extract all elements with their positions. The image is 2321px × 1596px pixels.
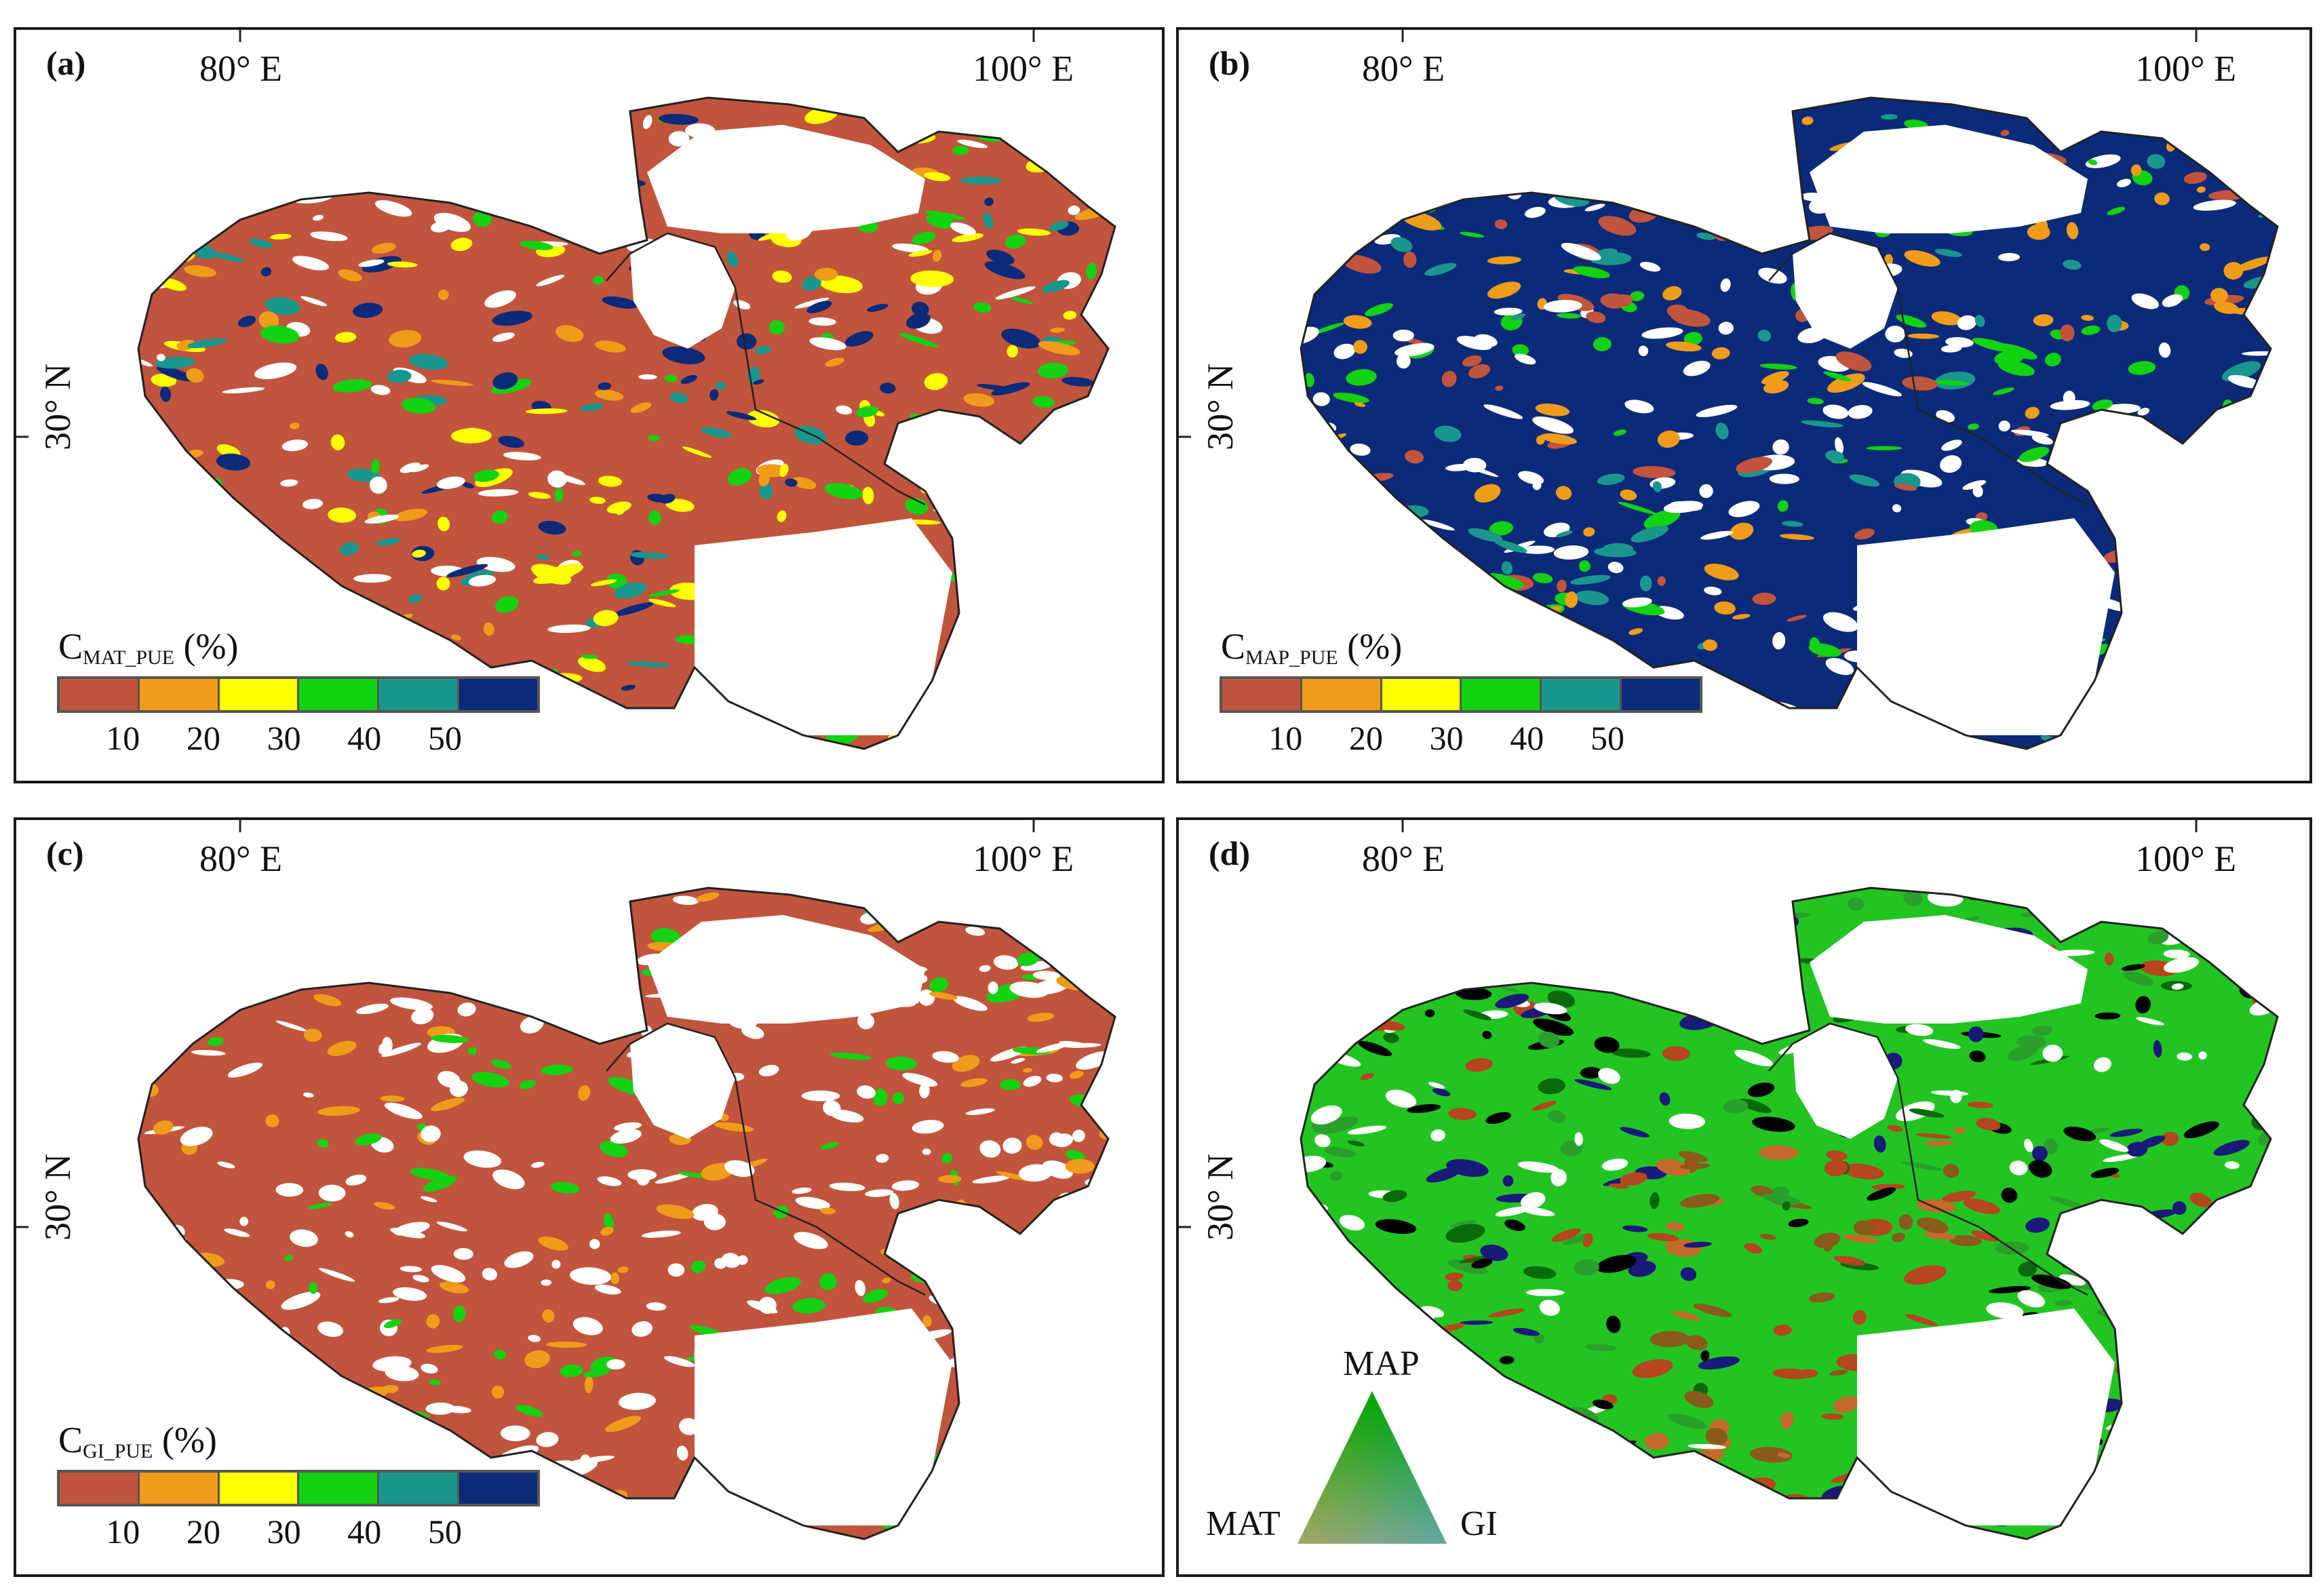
legend-ticks: 10 20 30 40 50 [1220,713,1702,757]
longitude-label-100: 100° E [2135,48,2237,89]
longitude-label-80: 80° E [199,838,283,879]
legend-swatch [1222,679,1302,710]
legend-swatch [1382,679,1462,710]
map-panel-d: (d) 80° E 100° E 30° N MAP MAT GI [1176,817,2312,1577]
panel-label: (c) [46,834,84,872]
legend-swatch [139,1473,220,1504]
longitude-label-100: 100° E [2135,838,2237,879]
map-raster [138,888,1115,1539]
legend-tick-label: 40 [347,1513,382,1551]
legend-color-bar [1220,676,1702,713]
legend-tick-label: 50 [1590,719,1624,757]
legend-tick-label: 40 [347,719,382,757]
legend-swatch [459,679,537,710]
legend-tick-label: 10 [106,719,140,757]
latitude-label: 30° N [1200,363,1241,450]
legend-swatch [60,679,140,710]
legend-tick-label: 30 [267,719,301,757]
legend-swatch [1542,679,1622,710]
ternary-triangle [1298,1391,1447,1544]
legend-ticks: 10 20 30 40 50 [57,713,540,757]
ternary-label-top: MAP [1343,1344,1420,1383]
latitude-label: 30° N [1200,1153,1241,1241]
legend-swatch [459,1473,537,1504]
legend-tick-label: 30 [1429,719,1464,757]
longitude-label-80: 80° E [1362,48,1445,89]
province-boundary [1768,1022,2088,1296]
province-boundary [1768,232,2088,506]
panel-label: (d) [1209,834,1251,872]
map-panel-a: (a) 80° E 100° E 30° N CMAT_PUE (%) 10 20… [14,27,1165,783]
panel-label: (a) [46,44,86,82]
legend-swatch [299,679,380,710]
map-canvas [16,30,1116,750]
legend-title: CMAT_PUE (%) [58,626,239,669]
ternary-label-right: GI [1460,1504,1498,1543]
map-panel-b: (b) 80° E 100° E 30° N CMAP_PUE (%) 10 20… [1176,27,2312,783]
map-canvas [1179,820,2279,1540]
legend-swatch [1462,679,1542,710]
longitude-label-80: 80° E [199,48,283,89]
legend-tick-label: 20 [186,1513,220,1551]
province-boundary [606,1022,926,1296]
legend-color-bar [57,1470,540,1506]
map-canvas [1179,30,2279,750]
plateau-boundary [137,887,1116,1540]
legend-tick-label: 10 [106,1513,140,1551]
legend-tick-label: 20 [1348,719,1383,757]
longitude-label-80: 80° E [1362,838,1445,879]
color-legend: CGI_PUE (%) 10 20 30 40 50 [57,1419,540,1551]
legend-swatch [139,679,220,710]
legend-ticks: 10 20 30 40 50 [57,1506,540,1551]
plateau-boundary [1300,96,2279,750]
map-canvas [16,820,1116,1540]
panel-label: (b) [1209,44,1251,82]
plateau-boundary [137,96,1116,750]
legend-swatch [299,1473,380,1504]
ternary-label-left: MAT [1206,1504,1281,1543]
color-legend: CMAT_PUE (%) 10 20 30 40 50 [57,625,540,757]
legend-tick-label: 30 [267,1513,301,1551]
legend-tick-label: 50 [427,1513,462,1551]
legend-tick-label: 10 [1268,719,1303,757]
legend-swatch [60,1473,140,1504]
legend-swatch [379,679,460,710]
legend-swatch [219,679,300,710]
province-boundary [606,232,926,506]
map-raster [1301,98,2278,749]
plateau-boundary [1300,887,2279,1540]
latitude-label: 30° N [37,363,78,450]
map-panel-c: (c) 80° E 100° E 30° N CGI_PUE (%) 10 20 3… [14,817,1165,1577]
legend-tick-label: 50 [427,719,462,757]
legend-title: CGI_PUE (%) [58,1420,217,1462]
legend-tick-label: 20 [186,719,220,757]
legend-swatch [219,1473,300,1504]
longitude-label-100: 100° E [973,48,1074,89]
legend-swatch [1302,679,1382,710]
legend-swatch [1622,679,1700,710]
latitude-label: 30° N [37,1153,78,1241]
color-legend: CMAP_PUE (%) 10 20 30 40 50 [1220,625,1702,757]
legend-tick-label: 40 [1510,719,1544,757]
legend-title: CMAP_PUE (%) [1221,626,1403,669]
ternary-color-legend: MAP MAT GI [1192,1344,1545,1561]
longitude-label-100: 100° E [973,838,1074,879]
legend-color-bar [57,676,540,713]
legend-swatch [379,1473,460,1504]
